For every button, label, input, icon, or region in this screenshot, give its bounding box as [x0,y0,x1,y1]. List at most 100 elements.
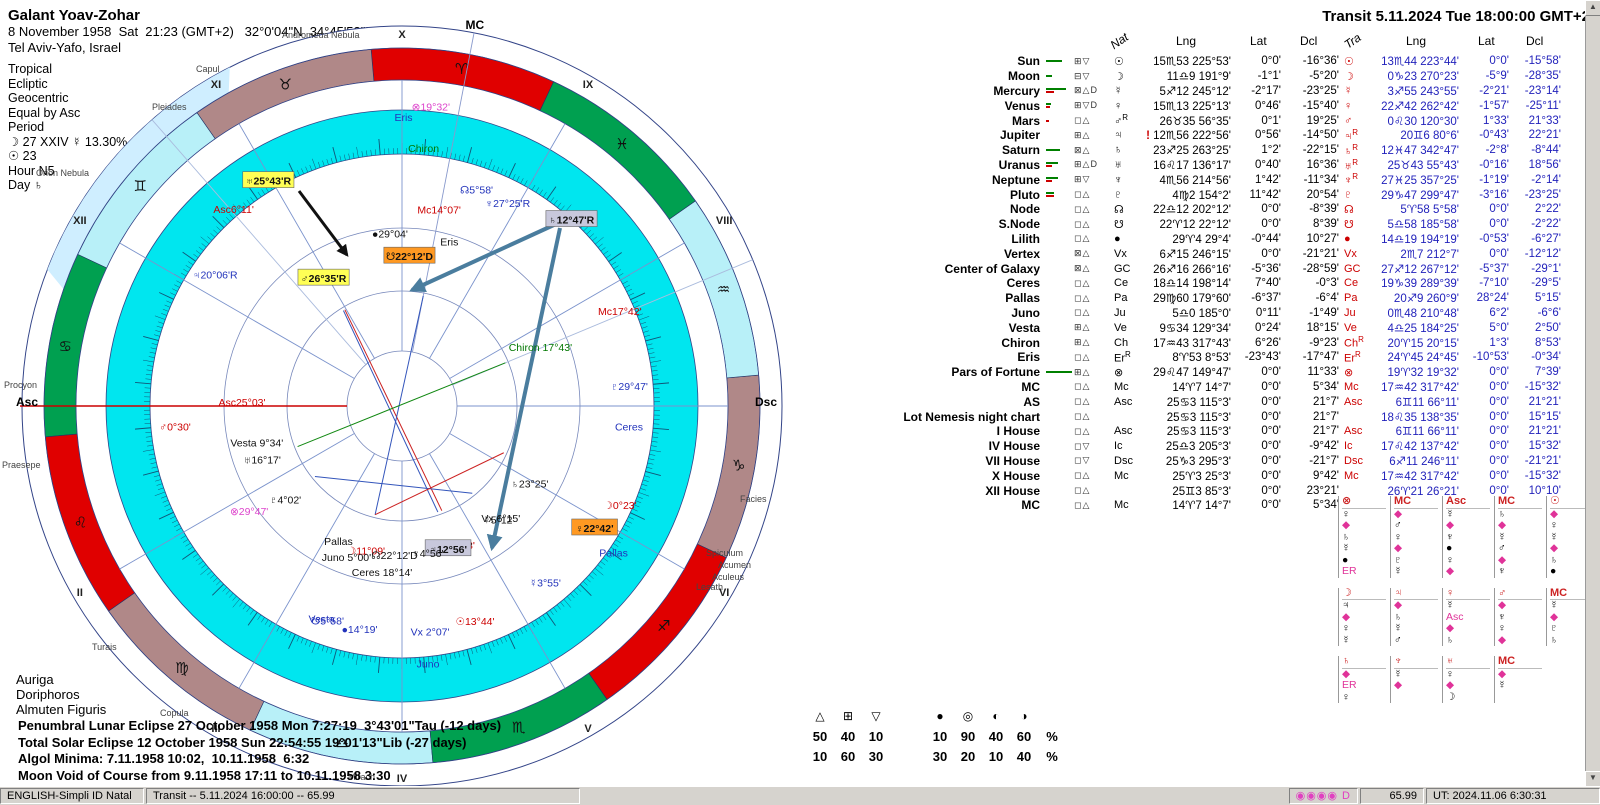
natal-planet-label: Juno 5°00' [322,552,371,564]
natal-declination: -1°49' [1309,306,1339,319]
body-name: Mars [1011,113,1040,128]
aspect-mini-table: ♆ ☿ ◆ [1390,655,1438,703]
body-name: IV House [988,439,1040,454]
highlighted-planet-box[interactable] [571,518,618,536]
natal-longitude: 25♊3 85°3' [1172,485,1231,498]
status-mode[interactable]: ENGLISH-Simpli ID Natal [0,788,144,804]
natal-longitude: 14♈7 14°7' [1172,500,1231,513]
transit-planet-label: ☿3°55' [529,578,561,590]
transit-latitude: 0°0' [1489,380,1509,393]
highlighted-planet-box[interactable] [545,210,598,227]
transit-longitude: 27♓25 357°25' [1381,174,1459,187]
table-row: Chiron ⊞△ Ch 17♒43 317°43' 6°26' -9°23' ChR 20♈… [898,335,1566,350]
aspect-line [314,475,473,494]
column-header: Dcl [1300,34,1318,48]
transit-longitude: 6♊11 66°11' [1395,426,1459,439]
aspect-grid-cell: ♄ [1550,553,1558,566]
milkyway-band [47,67,230,290]
chart-wheel-container[interactable]: ♈♉♊♋♌♍♎♏♐♑♒♓☉15°53'☽11°09'☿5°12'♀15°13'♃… [0,8,790,798]
transit-planet-label: ⊗19°32' [412,101,450,113]
transit-latitude: -2°8' [1485,144,1509,157]
natal-glyph: ☿ [1114,84,1123,97]
natal-latitude: 0°0' [1261,484,1281,497]
aspect-grid-cell: ☿ [1446,599,1454,611]
highlighted-planet-box[interactable] [424,539,472,557]
natal-longitude: 26♐16 266°16' [1153,263,1231,276]
dignity-flags: ⊠△ [1074,263,1091,274]
natal-planet-label: ♆4°56' [412,548,444,560]
aspect-grid-cell: ◆ [1446,679,1455,691]
natal-declination: -11°34' [1303,173,1339,186]
transit-longitude: 3♐55 243°55' [1387,85,1459,98]
column-header: Dcl [1526,34,1544,48]
body-name: VII House [985,453,1040,468]
natal-glyph: Mc [1114,380,1129,393]
table-row: Vesta ⊞△ Ve 9♋34 129°34' 0°24' 18°15' Ve 4♎25 1… [898,320,1566,335]
column-header: Lng [1406,34,1427,48]
transit-latitude: 0°0' [1489,366,1509,379]
transit-longitude: 29♑47 299°47' [1381,189,1459,202]
transit-glyph: Ic [1344,440,1353,453]
natal-declination: 23°21' [1306,484,1339,497]
transit-latitude: -7°10' [1479,277,1509,290]
transit-declination: 2°50' [1535,321,1561,334]
constellation-label: Auriga [16,672,54,687]
house-numeral-X: X [398,29,406,41]
highlighted-planet-box[interactable] [383,246,436,264]
axis-label: Asc25°03' [218,397,265,409]
axis-label: Asc [16,395,38,409]
aspect-grid-cell: ◆ [1446,565,1455,577]
aspect-grid-cell: ◆ [1550,507,1559,520]
positions-table-body: Sun ⊞▽ ☉ 15♏53 225°53' 0°0' -16°36' ☉ 13♏44 223… [898,54,1566,513]
transit-longitude: 0♌30 120°30' [1387,115,1459,128]
transit-latitude: -5°9' [1485,70,1509,83]
axis-line [151,119,367,365]
highlighted-planet-box[interactable] [242,171,295,188]
dignity-flags: ◻△ [1074,277,1091,288]
table-row: Sun ⊞▽ ☉ 15♏53 225°53' 0°0' -16°36' ☉ 13♏44 223… [898,54,1566,69]
natal-glyph: ⊗ [1114,366,1124,379]
natal-declination: -5°20' [1309,70,1339,83]
scroll-up-icon[interactable]: ▲ [1585,0,1600,16]
settings-line: Hour N5 [8,163,55,178]
chart-wheel[interactable]: ♈♉♊♋♌♍♎♏♐♑♒♓☉15°53'☽11°09'☿5°12'♀15°13'♃… [0,8,790,798]
transit-longitude: 5♎58 185°58' [1387,219,1459,232]
natal-latitude: 0°0' [1261,425,1281,438]
vertical-scrollbar[interactable]: ▲ ▼ [1585,0,1600,787]
table-row: X House ◻△ Mc 25♈3 25°3' 0°0' 9°42' Mc 17♒42 31… [898,468,1566,483]
aspect-grid-cell: ◆ [1342,610,1351,623]
natal-longitude: 5♐12 245°12' [1159,85,1231,98]
aspect-grid-cell: ♄ [1342,530,1350,543]
column-header: Tra [1341,30,1364,52]
natal-latitude: -6°37' [1251,292,1281,305]
natal-glyph: ♇ [1114,188,1123,201]
zodiac-glyph-taurus: ♉ [279,77,292,94]
house-cusp-line [238,123,375,359]
scroll-down-icon[interactable]: ▼ [1585,771,1600,787]
aspect-mini-table: MC ☿ ◆ ♇ ♄ [1546,587,1594,646]
house-numeral-V: V [584,723,592,735]
transit-glyph: Pa [1344,292,1358,305]
transit-longitude: 6♊11 66°11' [1395,396,1459,409]
birth-place: Tel Aviv-Yafo, Israel [8,40,121,55]
axis-label: MC [465,18,484,32]
dignity-flags: ◻△ [1074,425,1091,436]
aspect-grid-cell: ◆ [1446,622,1455,634]
table-row: IV House ◻▽ Ic 25♎3 205°3' 0°0' -9°42' Ic 17♌42… [898,439,1566,454]
transit-declination: -2°22' [1531,218,1561,231]
dignity-bars [1046,88,1074,94]
transit-glyph: ☊ [1344,203,1354,216]
natal-latitude: 0°0' [1261,247,1281,260]
dignity-flags: ⊠△ [1074,144,1091,155]
aspect-grid-cell: ☿ [1342,633,1350,646]
transit-declination: 10°10' [1528,484,1561,497]
body-name: Lilith [1011,231,1040,246]
status-icons[interactable]: ◉◉◉◉ D [1288,788,1358,804]
aspect-grid-cell: ♄ [1498,507,1506,520]
natal-latitude: 0°11' [1255,306,1281,319]
highlighted-planet-box[interactable] [297,268,350,286]
transit-planet-label: Chiron [408,143,439,155]
dignity-flags: ⊞△ [1074,337,1091,348]
aspect-grid-cell: ♆ [1446,530,1454,543]
aspect-mini-table: ♃ ◆ ♄ ☿ ♂ [1390,587,1438,646]
